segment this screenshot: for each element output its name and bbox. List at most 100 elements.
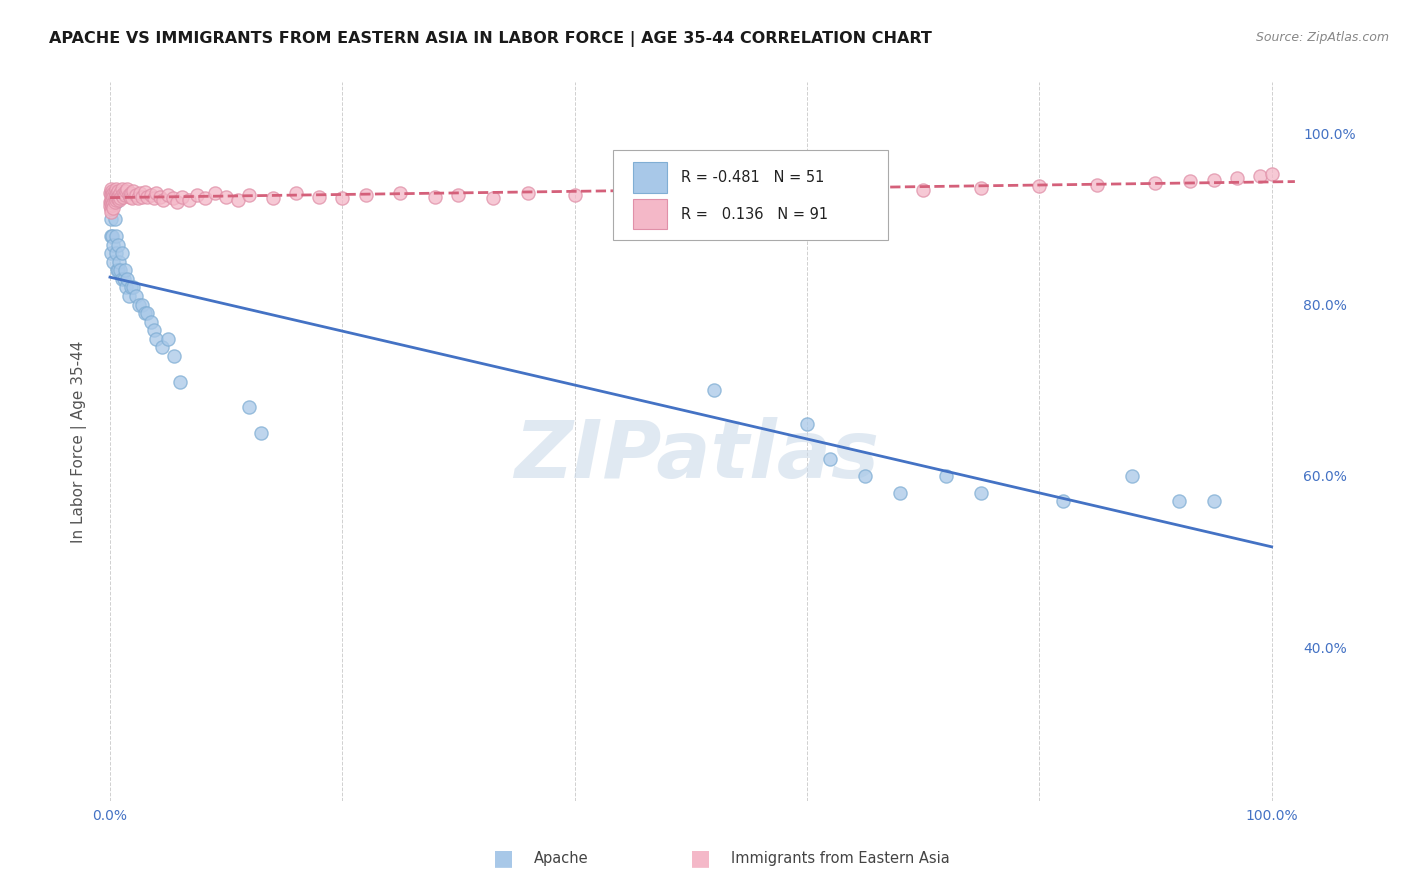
Point [517,186,540,201]
Point [136,189,159,203]
Point [117,182,139,196]
Text: R =   0.136   N = 91: R = 0.136 N = 91 [681,207,828,222]
Point [103,254,125,268]
Point [124,188,146,202]
Point [100,193,122,207]
Point [101,193,124,207]
Point [1202,172,1225,186]
Point [112,186,135,201]
Point [100,202,122,216]
Point [98,194,121,209]
Point [157,332,180,346]
Bar [633,199,666,229]
Point [114,263,136,277]
Point [120,280,142,294]
Point [104,229,127,244]
Point [139,315,162,329]
Point [1180,174,1202,188]
Point [110,272,132,286]
Point [104,246,127,260]
Point [912,183,935,197]
Point [177,193,200,207]
Point [111,190,134,204]
Point [110,182,132,196]
Point [447,188,470,202]
Point [1167,494,1189,508]
Point [108,254,131,268]
Point [970,181,993,195]
Point [354,188,377,202]
Point [110,188,132,202]
Point [169,375,191,389]
Y-axis label: In Labor Force | Age 35-44: In Labor Force | Age 35-44 [72,341,87,542]
Point [250,425,273,440]
Text: ■: ■ [494,848,513,868]
Point [796,186,818,201]
Point [103,190,125,204]
Point [145,186,167,201]
Point [204,186,226,201]
Point [117,289,139,303]
Point [143,191,166,205]
Point [127,191,149,205]
Point [425,189,447,203]
Point [131,297,153,311]
Point [100,246,122,260]
Point [110,186,132,201]
Point [796,417,818,432]
Point [117,272,139,286]
Point [100,196,122,211]
Point [103,237,125,252]
Point [110,263,132,277]
Point [107,237,129,252]
Point [101,198,124,212]
Point [100,211,122,226]
Point [103,201,125,215]
Bar [633,162,666,193]
Point [139,188,162,202]
Point [1260,167,1282,181]
Point [150,340,173,354]
Point [131,190,153,204]
Point [100,229,122,244]
Point [1052,494,1074,508]
Point [308,189,330,203]
Point [104,194,127,209]
Text: R = -0.481   N = 51: R = -0.481 N = 51 [681,170,824,185]
Text: Immigrants from Eastern Asia: Immigrants from Eastern Asia [731,851,950,865]
Point [104,194,127,209]
Point [330,191,353,205]
Point [194,191,217,205]
Point [1028,179,1050,194]
Point [129,186,152,201]
Point [145,332,167,346]
Point [118,190,141,204]
Point [238,188,260,202]
Point [98,186,121,201]
Point [103,195,125,210]
Point [104,186,127,200]
Point [104,211,127,226]
Point [157,188,180,202]
Point [170,190,193,204]
Point [970,486,993,500]
Point [120,186,142,201]
Point [98,199,121,213]
Point [215,189,238,203]
Point [149,189,172,203]
Point [853,185,876,199]
Text: ZIPatlas: ZIPatlas [515,417,879,495]
Point [122,184,145,198]
Point [110,246,132,260]
Point [122,280,145,294]
Point [105,186,128,201]
Point [117,188,139,202]
Point [107,185,129,199]
Point [136,306,159,320]
Point [1226,170,1249,185]
Point [100,182,122,196]
Point [110,191,132,205]
Point [226,193,249,207]
Point [108,188,131,202]
Point [105,191,128,205]
